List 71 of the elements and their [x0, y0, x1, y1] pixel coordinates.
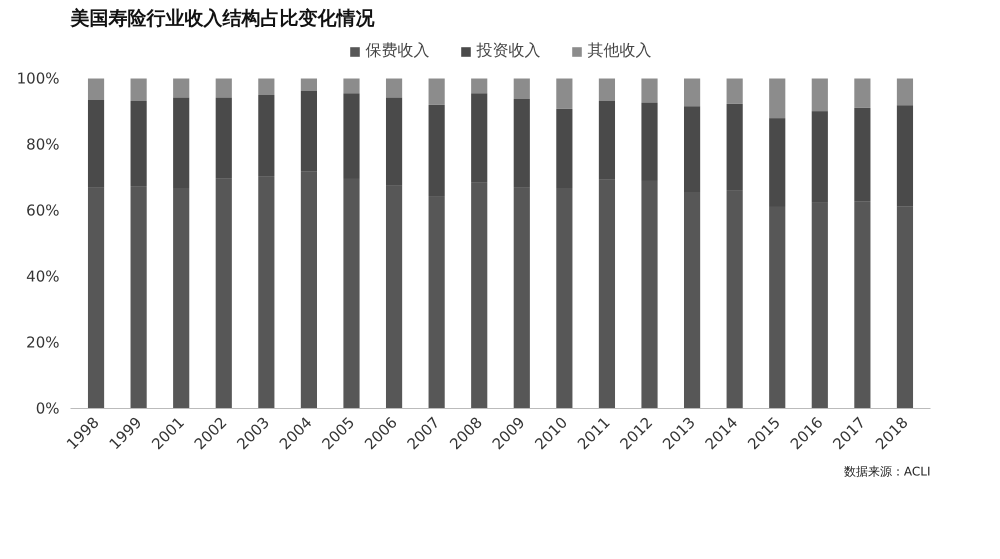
bar — [598, 78, 616, 101]
bar — [300, 78, 318, 92]
bar — [812, 202, 828, 408]
bar — [684, 192, 700, 408]
y-tick-label: 60% — [26, 202, 60, 220]
legend-label: 投资收入 — [476, 40, 540, 62]
bar — [386, 78, 402, 98]
bar — [726, 78, 743, 104]
y-tick-label: 100% — [16, 70, 60, 88]
bar — [471, 182, 488, 408]
bar — [769, 118, 786, 207]
bar — [428, 104, 445, 197]
bar — [854, 108, 870, 202]
y-tick-label: 40% — [26, 268, 60, 286]
bar — [428, 78, 445, 105]
bar — [258, 78, 274, 95]
bar — [343, 93, 360, 178]
chart-title: 美国寿险行业收入结构占比变化情况 — [70, 8, 376, 30]
bar — [386, 98, 402, 186]
bar — [769, 206, 786, 408]
bar — [684, 106, 700, 192]
bar — [471, 93, 488, 182]
bar — [514, 78, 530, 99]
source-note: 数据来源：ACLI — [844, 464, 931, 478]
bar — [130, 100, 147, 186]
y-tick-label: 20% — [26, 334, 60, 352]
bar — [812, 78, 828, 112]
bar — [173, 78, 190, 98]
bar — [343, 78, 360, 94]
bar — [216, 178, 232, 408]
bar — [300, 91, 318, 172]
bar — [471, 78, 488, 94]
bar — [88, 78, 104, 100]
bar — [88, 100, 104, 188]
bar — [896, 105, 914, 206]
bar — [598, 179, 616, 408]
bar — [769, 78, 786, 118]
bar — [684, 78, 700, 106]
legend-label: 保费收入 — [366, 40, 430, 62]
bar — [812, 111, 828, 203]
bar — [130, 186, 147, 408]
bar — [173, 188, 190, 408]
bar — [641, 102, 658, 180]
bar — [88, 187, 104, 408]
bar — [428, 196, 445, 408]
bar — [216, 98, 232, 178]
bar — [854, 201, 870, 408]
bar — [300, 171, 318, 408]
bar — [514, 187, 530, 408]
bar — [896, 206, 914, 408]
bar — [514, 98, 530, 188]
bar — [641, 180, 658, 408]
bar — [896, 78, 914, 106]
bar — [726, 104, 743, 190]
y-tick-label: 80% — [26, 136, 60, 154]
y-tick-label: 0% — [36, 400, 60, 418]
bar — [130, 78, 147, 101]
bar — [556, 188, 572, 408]
bar — [258, 95, 274, 176]
bar — [343, 178, 360, 408]
bar — [216, 78, 232, 98]
bar — [598, 100, 616, 180]
bar — [641, 78, 658, 103]
bar — [854, 78, 870, 108]
bar — [173, 98, 190, 188]
bar — [556, 108, 572, 188]
bar — [386, 186, 402, 408]
bar — [726, 190, 743, 408]
bar — [258, 176, 274, 408]
bar — [556, 78, 572, 109]
legend-label: 其他收入 — [588, 40, 652, 62]
